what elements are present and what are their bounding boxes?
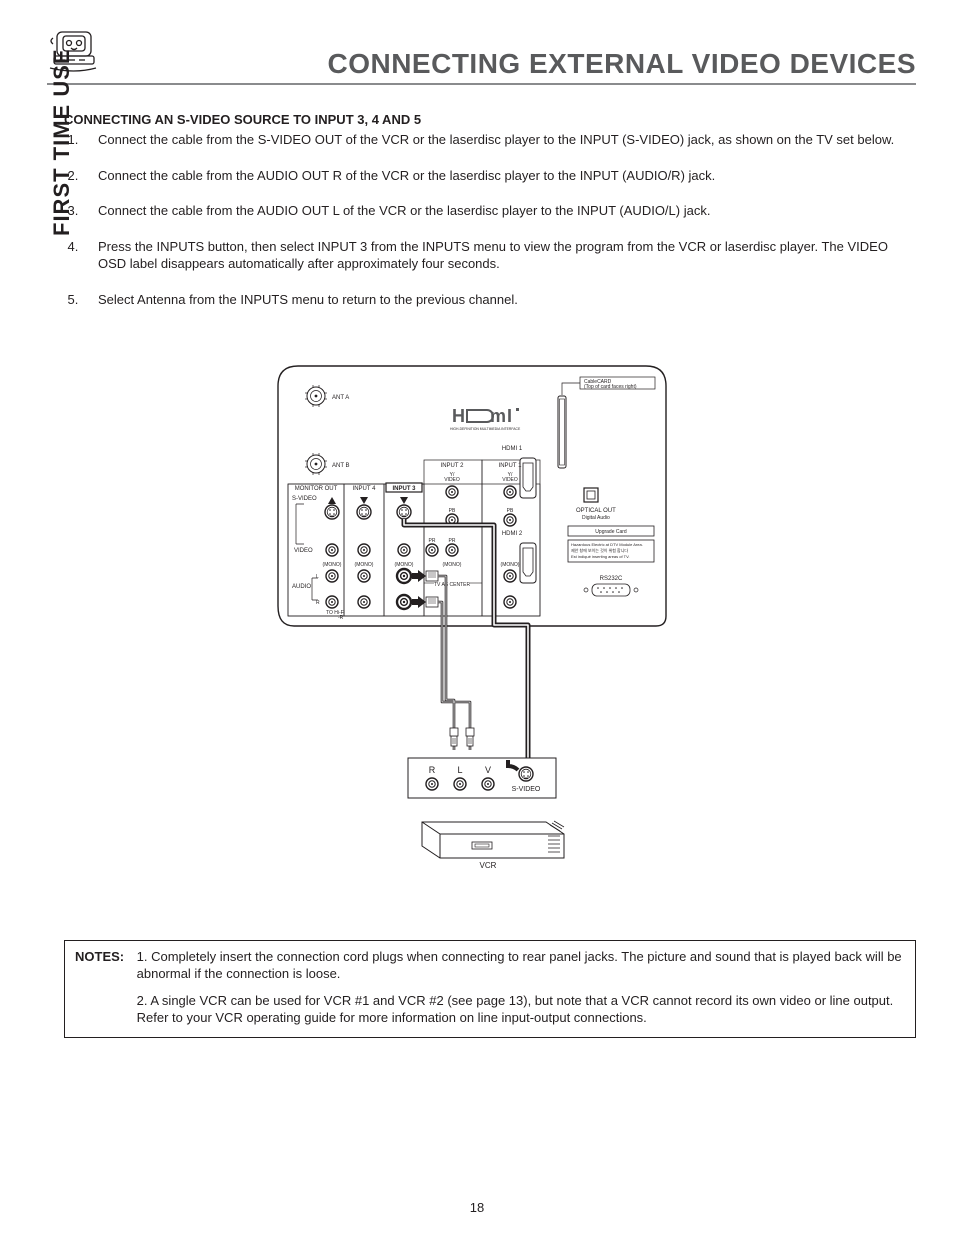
notes-box: NOTES: 1. Completely insert the connecti… xyxy=(64,940,916,1038)
label-pr1a: PR xyxy=(449,538,456,544)
step-item: Connect the cable from the AUDIO OUT L o… xyxy=(82,202,916,220)
label-pb1: PB xyxy=(507,508,514,514)
label-vcr: VCR xyxy=(480,861,497,870)
label-tohifi2: -R xyxy=(338,615,344,621)
label-pb2: PB xyxy=(449,508,456,514)
label-svideo-col: S-VIDEO xyxy=(292,496,317,502)
label-R: R xyxy=(316,600,320,606)
label-upgrade: Upgrade Card xyxy=(595,529,627,535)
label-y4: VIDEO xyxy=(502,477,518,483)
label-mono-a: (MONO) xyxy=(323,562,342,568)
label-rs232c: RS232C xyxy=(600,576,623,582)
step-item: Connect the cable from the AUDIO OUT R o… xyxy=(82,167,916,185)
label-hdmi2: HDMI 2 xyxy=(502,531,523,537)
label-pr2: PR xyxy=(429,538,436,544)
note-item: 1. Completely insert the connection cord… xyxy=(137,949,903,983)
label-audio: AUDIO xyxy=(292,584,311,590)
vcr-unit xyxy=(422,821,564,858)
connection-diagram: CableCARD (Top of card faces right) ANT … xyxy=(272,360,682,925)
notes-label: NOTES: xyxy=(75,949,133,966)
label-vcr-R: R xyxy=(429,765,436,775)
label-hdmi1: HDMI 1 xyxy=(502,446,523,452)
label-tv-center: TV AS CENTER xyxy=(434,582,471,588)
svg-text:mI: mI xyxy=(490,406,513,426)
note-item: 2. A single VCR can be used for VCR #1 a… xyxy=(137,993,903,1027)
label-y2: VIDEO xyxy=(444,477,460,483)
label-ant-b: ANT B xyxy=(332,463,350,469)
label-optical: OPTICAL OUT xyxy=(576,508,616,514)
label-caution1: Hazardous Electric at DTV Module Area. xyxy=(571,542,643,547)
label-mono-b: (MONO) xyxy=(355,562,374,568)
page-number: 18 xyxy=(0,1200,954,1215)
step-item: Press the INPUTS button, then select INP… xyxy=(82,238,916,273)
label-vcr-V: V xyxy=(485,765,491,775)
steps-list: Connect the cable from the S-VIDEO OUT o… xyxy=(64,131,916,308)
label-caution2: 제안 창에 보이는 것이 위험 합니다 xyxy=(571,547,628,553)
label-ant-a: ANT A xyxy=(332,395,349,401)
label-input1: INPUT 1 xyxy=(499,463,523,469)
svg-text:H: H xyxy=(452,406,466,426)
section-heading: CONNECTING AN S-VIDEO SOURCE TO INPUT 3,… xyxy=(64,112,916,127)
label-mono-e: (MONO) xyxy=(501,562,520,568)
label-hdmi-sub: HIGH-DEFINITION MULTIMEDIA INTERFACE xyxy=(450,427,521,431)
label-L: L xyxy=(316,574,319,580)
label-vcr-L: L xyxy=(457,765,462,775)
label-mono-c: (MONO) xyxy=(395,562,414,568)
label-mono-d: (MONO) xyxy=(443,562,462,568)
step-item: Connect the cable from the S-VIDEO OUT o… xyxy=(82,131,916,149)
header-rule xyxy=(47,83,916,85)
step-item: Select Antenna from the INPUTS menu to r… xyxy=(82,291,916,309)
label-input3: INPUT 3 xyxy=(392,486,416,492)
label-digital-audio: Digital Audio xyxy=(582,515,610,521)
label-monitor-out: MONITOR OUT xyxy=(295,486,338,492)
label-vcr-svideo: S-VIDEO xyxy=(512,786,541,793)
label-cablecard-sub: (Top of card faces right) xyxy=(584,384,637,390)
body-content: CONNECTING AN S-VIDEO SOURCE TO INPUT 3,… xyxy=(64,112,916,326)
label-caution3: Est indiqué inserting areas of TV. xyxy=(571,554,629,559)
label-video-row: VIDEO xyxy=(294,548,313,554)
label-input4: INPUT 4 xyxy=(353,486,377,492)
page-title: CONNECTING EXTERNAL VIDEO DEVICES xyxy=(327,48,916,80)
label-input2: INPUT 2 xyxy=(441,463,465,469)
